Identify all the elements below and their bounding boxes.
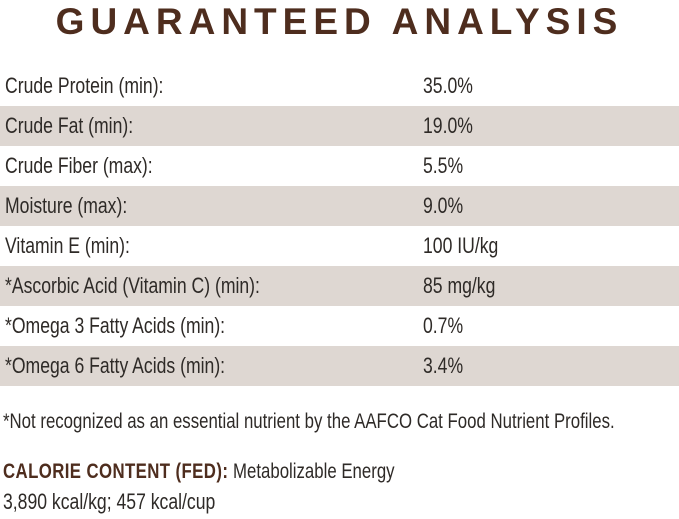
table-row: *Ascorbic Acid (Vitamin C) (min): 85 mg/… <box>0 266 679 306</box>
page-title: GUARANTEED ANALYSIS <box>55 1 624 42</box>
nutrient-value: 5.5% <box>423 153 464 178</box>
nutrient-label: Vitamin E (min): <box>5 233 130 258</box>
calorie-content-description: Metabolizable Energy <box>233 460 395 483</box>
nutrient-value: 35.0% <box>423 73 473 98</box>
calorie-values-line: 3,890 kcal/kg; 457 kcal/cup <box>0 488 679 516</box>
table-row: *Omega 3 Fatty Acids (min): 0.7% <box>0 306 679 346</box>
table-row: *Omega 6 Fatty Acids (min): 3.4% <box>0 346 679 386</box>
nutrient-label: *Omega 6 Fatty Acids (min): <box>5 353 226 378</box>
nutrient-label: Crude Fiber (max): <box>5 153 153 178</box>
calorie-content-label: CALORIE CONTENT (FED): <box>3 460 229 483</box>
table-row: Moisture (max): 9.0% <box>0 186 679 226</box>
nutrient-label: Crude Protein (min): <box>5 73 164 98</box>
nutrient-value: 19.0% <box>423 113 473 138</box>
nutrient-label: Crude Fat (min): <box>5 113 134 138</box>
table-row: Crude Fiber (max): 5.5% <box>0 146 679 186</box>
nutrient-label: Moisture (max): <box>5 193 128 218</box>
nutrient-value: 3.4% <box>423 353 464 378</box>
nutrient-label: *Omega 3 Fatty Acids (min): <box>5 313 226 338</box>
nutrient-label: *Ascorbic Acid (Vitamin C) (min): <box>5 273 260 298</box>
aafco-footnote-text: *Not recognized as an essential nutrient… <box>3 410 615 433</box>
table-row: Crude Fat (min): 19.0% <box>0 106 679 146</box>
nutrient-value: 9.0% <box>423 193 464 218</box>
table-row: Crude Protein (min): 35.0% <box>0 66 679 106</box>
guaranteed-analysis-table: Crude Protein (min): 35.0% Crude Fat (mi… <box>0 66 679 386</box>
aafco-footnote: *Not recognized as an essential nutrient… <box>0 410 679 434</box>
table-row: Vitamin E (min): 100 IU/kg <box>0 226 679 266</box>
calorie-content-line: CALORIE CONTENT (FED): Metabolizable Ene… <box>0 460 679 484</box>
nutrient-value: 100 IU/kg <box>423 233 499 258</box>
calorie-values: 3,890 kcal/kg; 457 kcal/cup <box>3 489 216 514</box>
nutrient-value: 0.7% <box>423 313 464 338</box>
nutrient-value: 85 mg/kg <box>423 273 496 298</box>
